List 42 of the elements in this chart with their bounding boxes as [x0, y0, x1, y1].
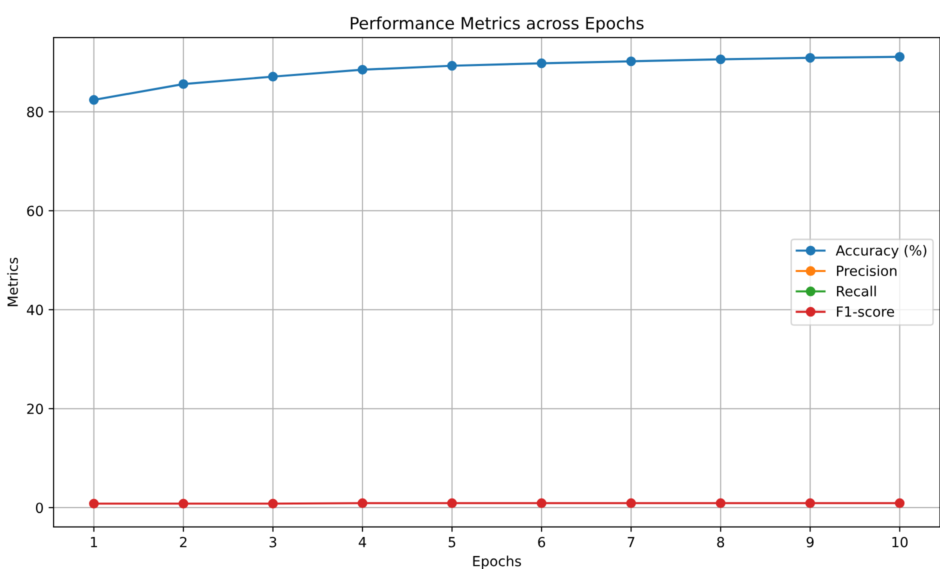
y-tick-label: 20 [27, 404, 43, 414]
x-tick-label: 5 [448, 537, 456, 548]
y-axis-title: Metrics [7, 258, 18, 306]
point [716, 54, 726, 64]
x-tick-label: 4 [358, 537, 366, 548]
legend-label: Precision [837, 265, 896, 276]
x-tick-label: 10 [892, 536, 908, 548]
point [178, 79, 188, 89]
x-tick-label: 8 [717, 536, 724, 548]
x-tick-label: 2 [180, 536, 186, 548]
y-tick-label: 0 [36, 502, 43, 514]
point [626, 498, 636, 508]
x-tick-label: 9 [806, 536, 814, 548]
point [894, 52, 905, 62]
point [894, 498, 905, 508]
y-tick-label: 40 [26, 304, 43, 316]
point [447, 60, 457, 71]
x-tick-label: 1 [90, 537, 98, 548]
x-axis-title: Epochs [473, 556, 521, 569]
x-tick-label: 7 [628, 537, 634, 548]
x-tick-label: 6 [538, 536, 546, 548]
point [268, 72, 278, 82]
point [626, 56, 636, 66]
point [178, 498, 188, 508]
point [805, 498, 816, 508]
point [536, 498, 546, 508]
point [358, 498, 368, 508]
chart-title: Performance Metrics across Epochs [350, 16, 644, 33]
point [536, 58, 546, 68]
x-tick-label: 3 [270, 536, 276, 548]
point [805, 52, 816, 63]
legend-label: F1-score [837, 306, 894, 317]
point [89, 95, 99, 105]
legend-label: Accuracy (%) [836, 244, 926, 258]
y-tick-label: 80 [27, 106, 43, 118]
y-tick-label: 60 [27, 206, 43, 216]
legend-label: Recall [837, 286, 876, 296]
point [716, 498, 726, 508]
point [447, 498, 457, 508]
point [89, 498, 99, 508]
point [268, 498, 278, 508]
point [358, 64, 368, 75]
